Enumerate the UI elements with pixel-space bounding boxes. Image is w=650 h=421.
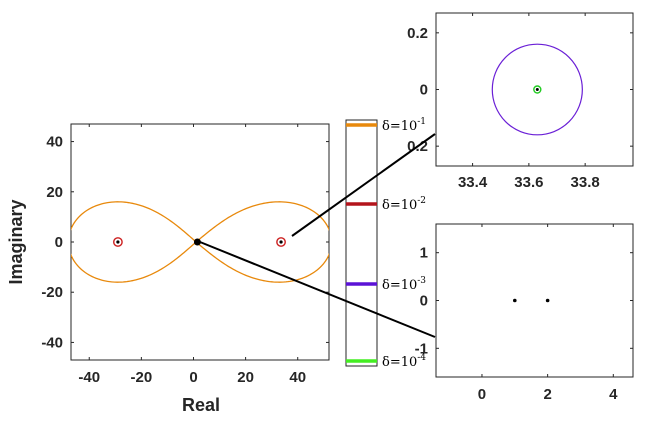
zoom-center-dot [535, 88, 539, 91]
eigenvalue-ring-0 [113, 237, 123, 247]
y-tick-label: 0 [55, 234, 63, 251]
y-tick-label: -40 [41, 334, 63, 351]
x-tick-label: -40 [78, 369, 100, 386]
legend-label-2: δ=10-2 [382, 196, 426, 213]
cluster-dot-2 [193, 238, 201, 246]
x-tick-label: -20 [131, 369, 153, 386]
y-tick-label: 20 [46, 184, 63, 201]
eigenvalue-dot-1 [279, 240, 283, 244]
zt-x-tick-label: 33.8 [571, 174, 600, 191]
zt-y-tick-label: 0.2 [407, 25, 428, 42]
eigenvalue-ring-1 [276, 237, 286, 247]
zb-y-tick-label: 1 [420, 245, 428, 262]
zb-y-tick-label: -1 [415, 340, 428, 357]
zb-x-tick-label: 2 [543, 386, 551, 403]
zt-x-tick-label: 33.6 [514, 174, 543, 191]
legend-label-3: δ=10-3 [382, 276, 426, 293]
legend-label-1: δ=10-1 [382, 117, 426, 134]
y-axis-label: Imaginary [6, 199, 26, 284]
zb-x-tick-label: 4 [609, 386, 618, 403]
zt-x-tick-label: 33.4 [458, 174, 488, 191]
zoom-bottom-frame [435, 223, 634, 378]
legend-box [345, 119, 378, 367]
zb-x-tick-label: 0 [478, 386, 486, 403]
legend-label-4: δ=10-4 [382, 353, 426, 370]
x-axis-label: Real [182, 395, 220, 415]
zb-point-2 [545, 298, 550, 303]
eigenvalue-dot-0 [116, 240, 120, 244]
main-plot: -40 -20 0 20 40 -40 -20 0 20 40 Real Imaginary [6, 123, 330, 415]
zb-y-tick-label: 0 [420, 293, 428, 310]
zb-point-1 [513, 298, 517, 303]
y-tick-label: 40 [46, 134, 63, 151]
x-tick-label: 0 [189, 369, 197, 386]
legend: δ=10-1 δ=10-2 δ=10-3 δ=10-4 [345, 117, 426, 370]
lemniscate-curve [71, 201, 329, 283]
x-tick-label: 20 [237, 369, 254, 386]
zoom-top-plot: 33.433.633.80.200.2 [407, 12, 634, 191]
zoom-circle [491, 43, 583, 136]
zt-y-tick-label: 0 [420, 82, 428, 99]
x-tick-label: 40 [289, 369, 306, 386]
zoom-inner-ring [533, 85, 542, 94]
connector-bottom [199, 241, 436, 338]
connector-top [291, 133, 436, 237]
y-tick-label: -20 [41, 284, 63, 301]
zoom-bottom-plot: 0 2 4 1 0 -1 [415, 223, 634, 403]
